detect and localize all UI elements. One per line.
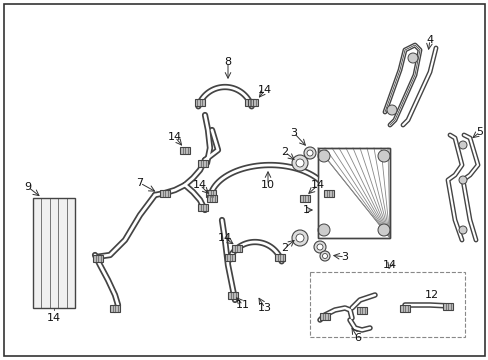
Circle shape (317, 224, 329, 236)
Bar (442, 302, 452, 310)
Bar (160, 189, 170, 197)
Text: 14: 14 (167, 132, 182, 142)
Text: 7: 7 (136, 178, 143, 188)
Circle shape (317, 150, 329, 162)
Text: 3: 3 (341, 252, 348, 262)
Circle shape (377, 150, 389, 162)
Bar (399, 305, 409, 311)
Bar (317, 148, 389, 238)
Text: 12: 12 (424, 290, 438, 300)
Circle shape (291, 230, 307, 246)
Bar (247, 99, 258, 105)
Bar (275, 255, 285, 261)
Text: 5: 5 (475, 127, 483, 137)
Bar (245, 99, 255, 107)
Text: 4: 4 (426, 35, 433, 45)
Bar (317, 148, 389, 238)
Text: 2: 2 (281, 243, 288, 253)
Text: 10: 10 (261, 180, 274, 190)
Text: 9: 9 (24, 182, 32, 192)
Circle shape (316, 244, 323, 250)
Bar (309, 272, 464, 337)
Circle shape (313, 241, 325, 253)
Circle shape (295, 234, 304, 242)
Bar (224, 255, 234, 261)
Text: 11: 11 (236, 300, 249, 310)
Circle shape (319, 251, 329, 261)
Circle shape (386, 105, 396, 115)
Text: 14: 14 (218, 233, 232, 243)
Text: 2: 2 (281, 147, 288, 157)
Circle shape (458, 226, 466, 234)
Text: 14: 14 (257, 85, 271, 95)
Circle shape (458, 141, 466, 149)
Circle shape (306, 150, 312, 156)
Bar (180, 147, 190, 153)
Text: 8: 8 (224, 57, 231, 67)
Bar (319, 312, 329, 320)
Circle shape (377, 224, 389, 236)
Circle shape (458, 176, 466, 184)
Bar (194, 99, 204, 107)
Text: 13: 13 (258, 303, 271, 313)
Bar (299, 194, 309, 202)
Text: 14: 14 (382, 260, 396, 270)
Text: 14: 14 (47, 313, 61, 323)
Bar (227, 292, 238, 298)
Text: 6: 6 (354, 333, 361, 343)
Bar (198, 159, 207, 166)
Bar (324, 190, 333, 197)
Circle shape (295, 159, 304, 167)
Bar (198, 203, 207, 211)
Bar (231, 244, 242, 252)
Text: 14: 14 (193, 180, 206, 190)
Circle shape (291, 155, 307, 171)
Text: 1: 1 (302, 205, 309, 215)
Bar (356, 306, 366, 314)
Circle shape (407, 53, 417, 63)
Bar (33, 198, 75, 308)
Bar (206, 194, 217, 202)
Text: 3: 3 (290, 128, 297, 138)
Bar (205, 190, 216, 197)
Text: 14: 14 (310, 180, 325, 190)
Circle shape (322, 253, 327, 258)
Bar (93, 255, 103, 261)
Bar (110, 305, 120, 311)
Circle shape (304, 147, 315, 159)
